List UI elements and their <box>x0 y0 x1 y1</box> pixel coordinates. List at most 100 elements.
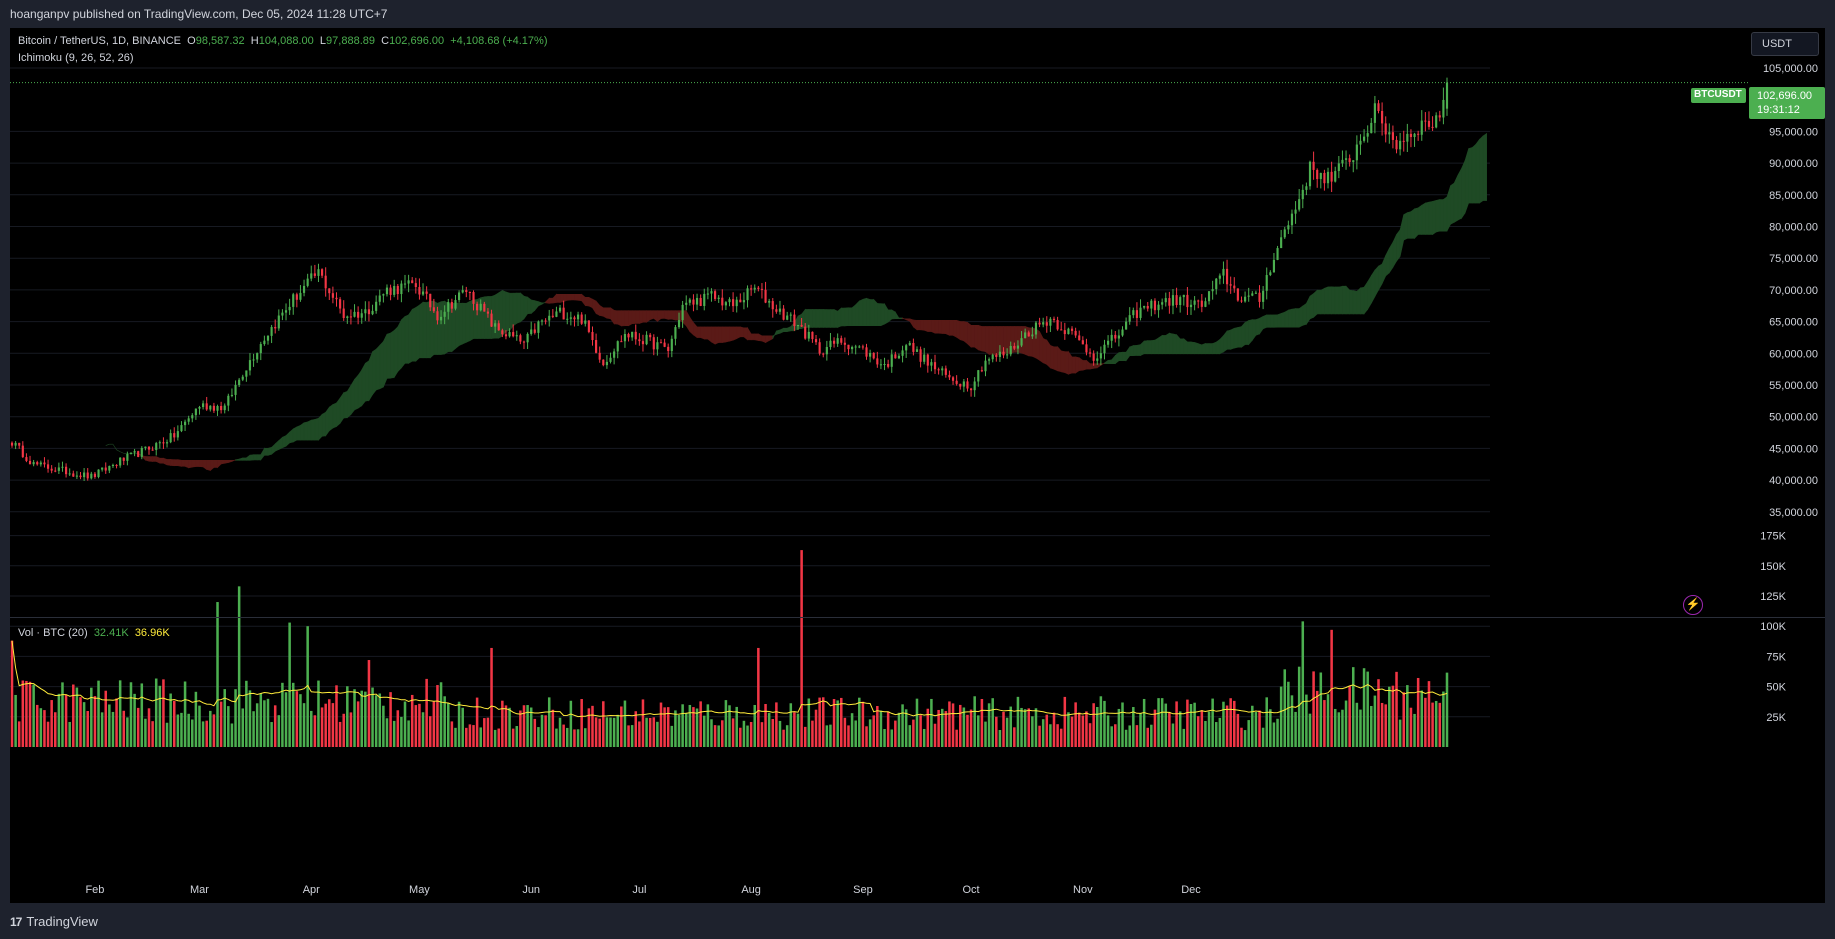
price-tick-label: 65,000.00 <box>1769 317 1818 329</box>
candle-body <box>331 293 334 298</box>
cloud-segment <box>556 293 561 303</box>
cloud-segment <box>826 309 831 328</box>
candle-body <box>126 453 129 461</box>
volume-bar <box>710 719 713 747</box>
volume-bar <box>306 626 309 747</box>
cloud-segment <box>1414 207 1419 240</box>
volume-ma-value: 36.96K <box>134 627 170 639</box>
candle-body <box>21 445 24 458</box>
volume-bar <box>147 708 151 747</box>
cloud-segment <box>112 444 117 450</box>
volume-bar <box>457 701 461 747</box>
candle-body <box>923 354 926 362</box>
volume-bar <box>1117 708 1121 747</box>
volume-bar <box>490 647 493 747</box>
volume-bar <box>61 682 64 747</box>
cloud-segment <box>1107 359 1112 364</box>
candle-body <box>753 287 756 290</box>
candle-body <box>1406 133 1409 142</box>
candle-body <box>1222 268 1225 276</box>
volume-bar <box>544 715 547 747</box>
lightning-icon[interactable]: ⚡ <box>1683 595 1703 615</box>
volume-label[interactable]: Vol · BTC (20) <box>18 627 88 639</box>
cloud-segment <box>1151 339 1156 355</box>
volume-bar <box>425 678 428 747</box>
candle-body <box>147 446 151 450</box>
cloud-segment <box>166 459 171 466</box>
candle-body <box>411 280 414 284</box>
cloud-segment <box>1407 211 1412 239</box>
candle-body <box>1204 301 1207 307</box>
volume-legend[interactable]: Vol · BTC (20) 32.41K 36.96K <box>18 627 170 639</box>
volume-bar <box>1431 702 1434 747</box>
cloud-segment <box>321 411 326 437</box>
cloud-segment <box>516 292 521 324</box>
cloud-segment <box>383 334 388 388</box>
price-tick-label: 90,000.00 <box>1769 158 1818 170</box>
candle-body <box>187 418 190 422</box>
cloud-segment <box>981 326 986 352</box>
volume-bar <box>901 704 904 747</box>
cloud-segment <box>606 307 611 320</box>
candle-body <box>1334 171 1337 182</box>
time-tick-label: Nov <box>1073 884 1093 896</box>
candle-body <box>385 287 389 295</box>
candle-body <box>1006 354 1009 356</box>
volume-bar <box>692 707 695 747</box>
cloud-segment <box>1302 302 1307 326</box>
cloud-segment <box>675 310 680 321</box>
volume-bar <box>64 694 68 747</box>
volume-bar <box>1366 671 1369 747</box>
currency-button[interactable]: USDT <box>1751 32 1819 56</box>
candle-body <box>1229 284 1232 286</box>
candle-body <box>10 442 14 446</box>
cloud-segment <box>1223 330 1228 353</box>
candle-body <box>1114 334 1117 339</box>
cloud-segment <box>336 397 341 428</box>
candle-body <box>735 299 738 307</box>
symbol-name[interactable]: Bitcoin / TetherUS, 1D, BINANCE <box>18 35 182 47</box>
volume-bar <box>681 704 684 747</box>
volume-bar <box>858 697 861 747</box>
cloud-segment <box>956 319 961 341</box>
indicator-legend[interactable]: Ichimoku (9, 26, 52, 26) <box>18 52 134 64</box>
volume-bar <box>634 711 638 747</box>
candle-body <box>1236 288 1239 301</box>
volume-bar <box>1362 668 1366 747</box>
volume-bar <box>800 550 803 747</box>
candle-body <box>339 299 342 309</box>
chart-area[interactable]: 35,000.00 40,000.00 45,000.00 50,000.00 55,0… <box>10 28 1825 903</box>
candle-body <box>1442 99 1445 118</box>
cloud-segment <box>206 459 211 471</box>
volume-bar <box>616 714 619 747</box>
volume-bar <box>818 697 821 747</box>
cloud-segment <box>181 459 186 467</box>
candle-body <box>483 303 486 312</box>
candle-body <box>685 302 688 305</box>
candle-body <box>1355 144 1358 161</box>
cloud-segment <box>1334 286 1340 315</box>
footer-logo[interactable]: 17 TradingView <box>10 914 98 929</box>
volume-bar <box>1254 711 1258 747</box>
cloud-segment <box>891 309 896 320</box>
volume-bar <box>1344 700 1348 747</box>
cloud-segment <box>307 419 312 441</box>
candle-body <box>1106 340 1110 345</box>
volume-bar <box>724 700 728 747</box>
cloud-segment <box>1262 314 1268 330</box>
cloud-segment <box>1417 204 1423 235</box>
candle-body <box>1016 345 1020 349</box>
volume-bar <box>684 712 688 747</box>
price-tick-label: 55,000.00 <box>1769 380 1818 392</box>
ichimoku-label[interactable]: Ichimoku (9, 26, 52, 26) <box>18 52 134 64</box>
volume-axis: 25K 50K 75K 100K 125K 150K 175K <box>1760 531 1786 724</box>
price-chart[interactable]: 35,000.00 40,000.00 45,000.00 50,000.00 55,0… <box>10 28 1825 903</box>
volume-bar <box>663 707 666 747</box>
volume-bar <box>1319 672 1323 747</box>
cloud-segment <box>1479 135 1484 204</box>
volume-bar <box>1146 727 1150 747</box>
candle-body <box>461 290 464 293</box>
volume-bar <box>252 711 255 747</box>
volume-bar <box>886 711 890 747</box>
volume-bar <box>364 691 367 747</box>
